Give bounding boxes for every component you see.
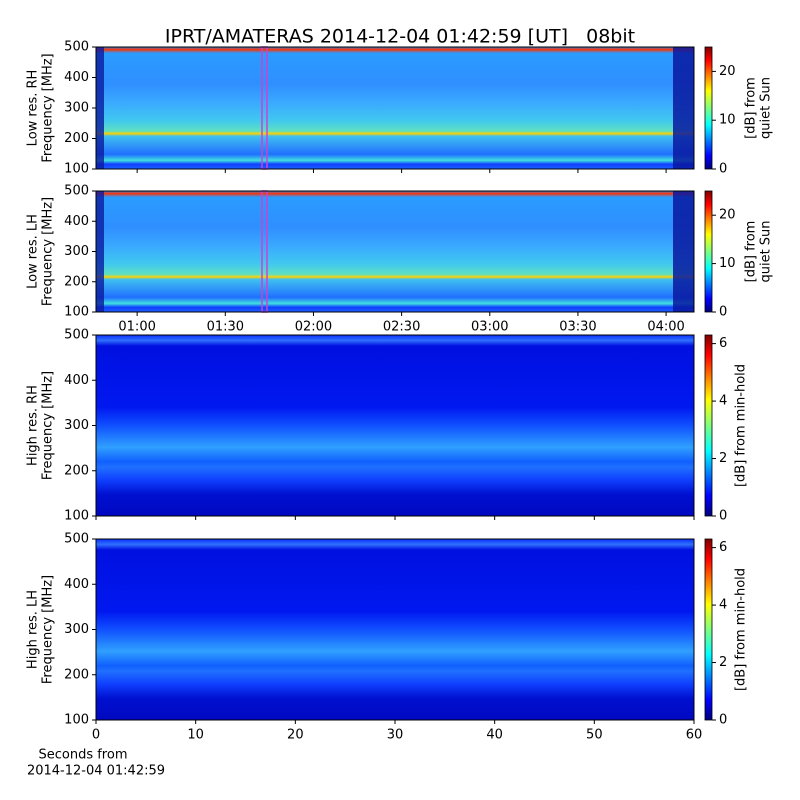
x-tick-label: 02:00 [295,320,332,335]
x-tick-label: 30 [387,728,404,743]
spectrogram [96,191,694,312]
y-axis-label: Frequency [MHz] [41,575,56,684]
data-gap [96,191,104,312]
data-gap [96,47,104,169]
y-tick-label: 500 [64,532,89,547]
y-tick-label: 100 [64,713,89,728]
x-tick-label: 0 [92,728,100,743]
colorbar-tick-label: 4 [719,598,727,613]
x-tick-label: 50 [586,728,603,743]
x-axis-label: 2014-12-04 01:42:59 [27,764,165,779]
colorbar-label: [dB] from min-hold [734,568,749,691]
colorbar-tick-label: 2 [719,451,727,466]
y-axis-label: Frequency [MHz] [41,197,56,306]
y-tick-label: 300 [64,622,89,637]
data-gap [673,47,694,169]
y-tick-label: 400 [64,70,89,85]
y-axis-label: Frequency [MHz] [41,53,56,162]
y-tick-label: 200 [64,667,89,682]
y-axis-label: High res. LH [26,590,41,669]
y-tick-label: 100 [64,509,89,524]
colorbar-label: [dB] from [744,221,759,283]
x-tick-label: 01:00 [118,320,155,335]
y-tick-label: 100 [64,305,89,320]
x-tick-label: 03:30 [559,320,596,335]
y-axis-label: High res. RH [26,385,41,466]
y-axis-label: Low res. LH [26,214,41,289]
colorbar-tick-label: 10 [719,113,736,128]
colorbar-tick-label: 10 [719,256,736,271]
colorbar-tick-label: 6 [719,336,727,351]
spectrogram [96,539,694,720]
y-tick-label: 400 [64,214,89,229]
colorbar [704,190,713,313]
y-tick-label: 500 [64,40,89,55]
x-tick-label: 10 [187,728,204,743]
colorbar-label: quiet Sun [759,220,774,282]
y-tick-label: 100 [64,162,89,177]
y-tick-label: 300 [64,418,89,433]
x-tick-label: 02:30 [383,320,420,335]
colorbar [704,538,713,721]
colorbar-label: [dB] from min-hold [734,364,749,487]
y-tick-label: 300 [64,101,89,116]
y-tick-label: 500 [64,328,89,343]
x-tick-label: 03:00 [471,320,508,335]
colorbar-tick-label: 6 [719,540,727,555]
x-tick-label: 60 [686,728,703,743]
x-tick-label: 40 [486,728,503,743]
spectrogram [96,47,694,169]
y-tick-label: 200 [64,463,89,478]
chart-title: IPRT/AMATERAS 2014-12-04 01:42:59 [UT] 0… [165,26,635,48]
colorbar-tick-label: 20 [719,208,736,223]
colorbar-tick-label: 2 [719,655,727,670]
colorbar [704,334,713,517]
x-axis-label: Seconds from [38,748,127,763]
colorbar [704,46,713,170]
x-tick-label: 04:00 [647,320,684,335]
y-tick-label: 300 [64,244,89,259]
spectrogram [96,335,694,516]
y-tick-label: 200 [64,131,89,146]
y-tick-label: 500 [64,184,89,199]
x-tick-label: 20 [287,728,304,743]
y-tick-label: 400 [64,577,89,592]
colorbar-label: [dB] from [744,77,759,139]
data-gap [673,191,694,312]
y-axis-label: Frequency [MHz] [41,371,56,480]
colorbar-tick-label: 0 [719,305,727,320]
colorbar-label: quiet Sun [759,77,774,139]
y-axis-label: Low res. RH [26,70,41,147]
colorbar-tick-label: 0 [719,162,727,177]
colorbar-tick-label: 4 [719,394,727,409]
y-tick-label: 400 [64,373,89,388]
colorbar-tick-label: 20 [719,64,736,79]
x-tick-label: 01:30 [207,320,244,335]
y-tick-label: 200 [64,274,89,289]
colorbar-tick-label: 0 [719,509,727,524]
colorbar-tick-label: 0 [719,713,727,728]
